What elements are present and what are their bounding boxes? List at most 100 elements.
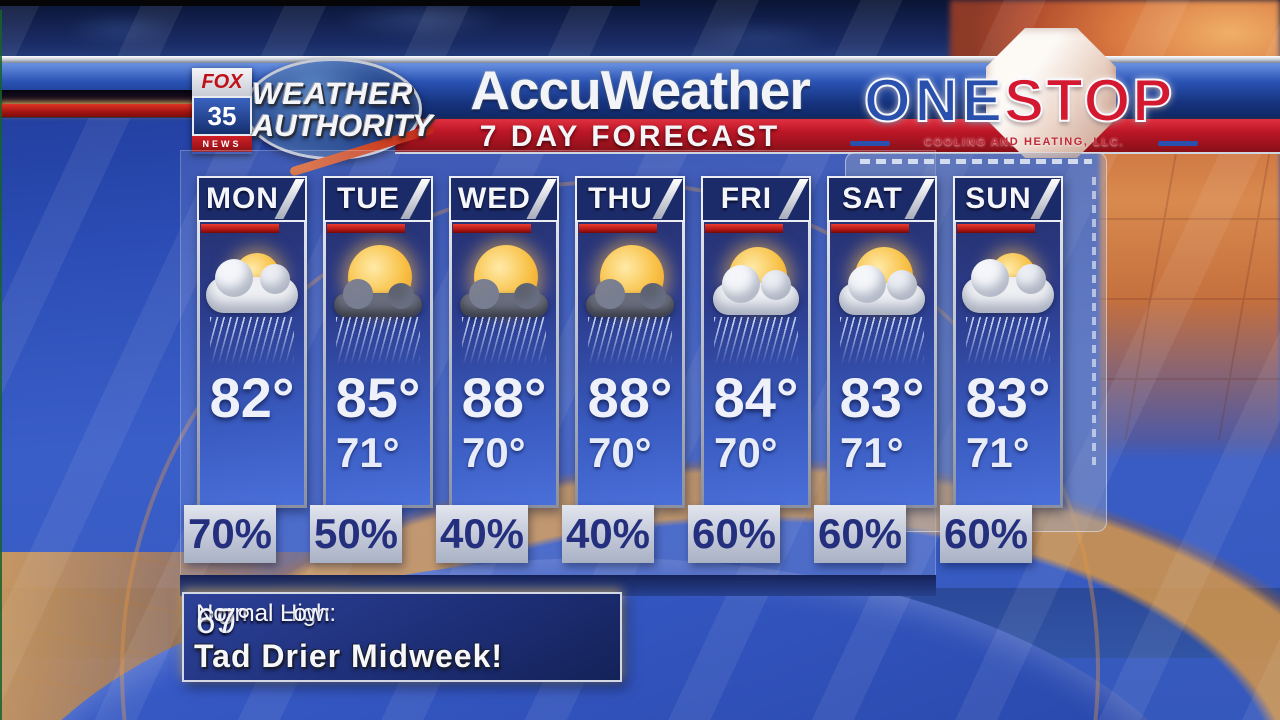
rain-icon — [714, 317, 798, 367]
forecast-column-tue: 85° 71° TUE 50% — [310, 176, 433, 563]
high-temp: 88° — [587, 366, 673, 429]
sponsor-word-stop: STOP — [1003, 66, 1175, 135]
red-stripe-decoration — [327, 224, 405, 233]
precip-chance: 40% — [436, 505, 528, 563]
weather-icon — [328, 241, 428, 369]
day-tab: WED — [449, 176, 559, 222]
high-temp: 83° — [839, 366, 925, 429]
background-cloud-texture — [0, 0, 1050, 60]
stop-sign-octagon-icon — [986, 28, 1116, 158]
low-temp: 71° — [840, 429, 904, 476]
high-temp: 82° — [209, 366, 295, 429]
red-stripe-decoration — [579, 224, 657, 233]
rain-icon — [588, 317, 672, 367]
sponsor-tagline: COOLING AND HEATING, LLC. — [923, 136, 1125, 148]
cloud-icon — [586, 279, 674, 317]
low-temp: 70° — [714, 429, 778, 476]
red-stripe-decoration — [705, 224, 783, 233]
station-logo: FOX 35 NEWS WEATHER AUTHORITY — [192, 56, 436, 177]
day-tab: TUE — [323, 176, 433, 222]
day-label: SUN — [965, 182, 1032, 215]
frame-edge-artifact-left — [0, 10, 2, 720]
forecast-column-sat: 83° 71° SAT 60% — [814, 176, 937, 563]
cloud-icon — [334, 279, 422, 317]
tagline-dash-right — [1158, 141, 1198, 146]
low-temp: 70° — [588, 429, 652, 476]
weather-icon — [706, 241, 806, 369]
column-body: 83° 71° — [830, 179, 934, 505]
cloud-icon — [962, 259, 1054, 313]
forecast-column-sun: 83° 71° SUN 60% — [940, 176, 1063, 563]
precip-chance: 50% — [310, 505, 402, 563]
tagline-dash-left — [850, 141, 890, 146]
weather-icon — [580, 241, 680, 369]
forecast-column-mon: 82° MON 70% — [184, 176, 307, 563]
high-temp: 88° — [461, 366, 547, 429]
rain-icon — [210, 317, 294, 367]
precip-chance: 70% — [184, 505, 276, 563]
weather-authority-line2: AUTHORITY — [252, 108, 433, 143]
forecast-footer-bar — [180, 575, 936, 596]
day-tab: MON — [197, 176, 307, 222]
red-stripe-decoration — [831, 224, 909, 233]
forecast-column-fri: 84° 70° FRI 60% — [688, 176, 811, 563]
header-silver-divider — [0, 56, 1280, 63]
forecast-column-wed: 88° 70° WED 40% — [436, 176, 559, 563]
day-tab: SAT — [827, 176, 937, 222]
high-temp: 83° — [965, 366, 1051, 429]
day-label: WED — [457, 182, 531, 215]
page-title: AccuWeather — [470, 59, 811, 121]
frame-edge-artifact-top — [0, 0, 640, 6]
rain-icon — [336, 317, 420, 367]
fox35-badge: FOX 35 NEWS — [192, 68, 252, 154]
cloud-icon — [839, 265, 925, 315]
rain-icon — [462, 317, 546, 367]
column-body: 83° 71° — [956, 179, 1060, 505]
day-tab: SUN — [953, 176, 1063, 222]
forecast-subtitle: 7 DAY FORECAST — [479, 120, 781, 153]
weather-icon — [958, 241, 1058, 369]
forecast-headline: Tad Drier Midweek! — [194, 638, 504, 674]
day-label: FRI — [720, 182, 773, 215]
day-label: THU — [588, 182, 653, 215]
column-body: 85° 71° — [326, 179, 430, 505]
high-temp: 85° — [335, 366, 421, 429]
low-temp: 70° — [462, 429, 526, 476]
header-red-band — [395, 116, 1280, 154]
day-tab: FRI — [701, 176, 811, 222]
low-temp: 71° — [966, 429, 1030, 476]
red-stripe-decoration — [453, 224, 531, 233]
cloud-icon — [206, 259, 298, 313]
normal-low-label: Normal Low: — [196, 600, 331, 627]
cloud-icon — [460, 279, 548, 317]
column-body: 82° — [200, 179, 304, 505]
column-body: 84° 70° — [704, 179, 808, 505]
sponsor-logo: ONE STOP COOLING AND HEATING, LLC. — [850, 22, 1198, 164]
precip-chance: 40% — [562, 505, 654, 563]
sponsor-word-one: ONE — [863, 66, 1007, 135]
normal-low-value: 67° — [196, 602, 252, 641]
day-tab: THU — [575, 176, 685, 222]
news-label: NEWS — [192, 136, 252, 152]
day-label: TUE — [336, 182, 400, 215]
normal-high-label: Normal High: — [196, 600, 337, 627]
summary-box: Normal High: 89° Normal Low: 67° Tad Dri… — [182, 592, 622, 682]
forecast-column-thu: 88° 70° THU 40% — [562, 176, 685, 563]
fox-label: FOX — [192, 68, 252, 96]
precip-chance: 60% — [814, 505, 906, 563]
precip-chance: 60% — [940, 505, 1032, 563]
weather-icon — [202, 241, 302, 369]
rain-icon — [966, 317, 1050, 367]
column-body: 88° 70° — [452, 179, 556, 505]
column-body: 88° 70° — [578, 179, 682, 505]
rain-icon — [840, 317, 924, 367]
day-label: SAT — [842, 182, 903, 215]
precip-chance: 60% — [688, 505, 780, 563]
day-label: MON — [205, 182, 279, 215]
channel-number: 35 — [192, 96, 252, 136]
red-stripe-decoration — [957, 224, 1035, 233]
weather-icon — [454, 241, 554, 369]
normal-high-value: 89° — [196, 602, 252, 641]
red-stripe-decoration — [201, 224, 279, 233]
